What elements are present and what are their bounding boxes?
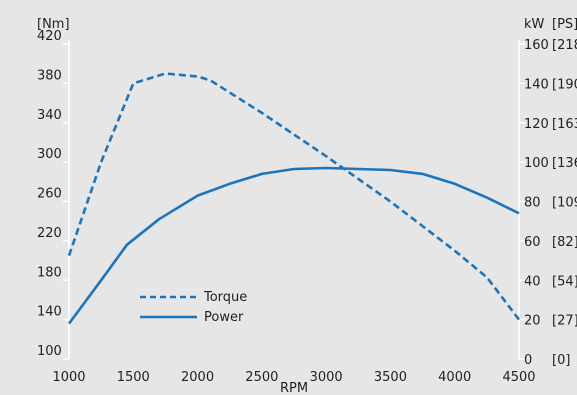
right-axis-unit-ps: [PS]	[552, 17, 577, 32]
legend-torque-label: Torque	[203, 290, 247, 305]
right-ps-tick-label-6: [163]	[552, 117, 577, 132]
left-axis-unit: [Nm]	[37, 17, 70, 32]
right-ps-tick-label-0: [0]	[552, 353, 570, 368]
x-tick-label-4: 3000	[310, 370, 343, 385]
right-kw-tick-label-4: 80	[524, 196, 541, 211]
x-tick-label-3: 2500	[245, 370, 278, 385]
series-line-power	[69, 168, 519, 324]
x-tick-label-0: 1000	[52, 370, 85, 385]
right-ps-tick-label-7: [190]	[552, 77, 577, 92]
left-tick-label-2: 180	[37, 265, 62, 280]
right-ps-tick-label-8: [218]	[552, 38, 577, 53]
x-tick-label-2: 2000	[181, 370, 214, 385]
x-tick-label-6: 4000	[438, 370, 471, 385]
left-tick-label-6: 340	[37, 108, 62, 123]
right-ps-tick-label-1: [27]	[552, 314, 577, 329]
legend: Torque Power	[140, 290, 247, 325]
right-kw-tick-label-6: 120	[524, 117, 549, 132]
right-kw-tick-label-3: 60	[524, 235, 541, 250]
series-line-torque	[69, 74, 519, 320]
right-kw-tick-label-2: 40	[524, 274, 541, 289]
left-tick-label-4: 260	[37, 187, 62, 202]
x-axis-label: RPM	[280, 381, 308, 395]
right-kw-tick-label-7: 140	[524, 77, 549, 92]
x-tick-label-5: 3500	[374, 370, 407, 385]
right-kw-tick-label-8: 160	[524, 38, 549, 53]
right-kw-tick-label-1: 20	[524, 314, 541, 329]
legend-power-label: Power	[204, 310, 244, 325]
right-kw-tick-label-5: 100	[524, 156, 549, 171]
left-tick-label-7: 380	[37, 68, 62, 83]
right-kw-tick-label-0: 0	[524, 353, 532, 368]
x-tick-label-1: 1500	[117, 370, 150, 385]
series-layer	[69, 74, 519, 324]
x-tick-label-7: 4500	[502, 370, 535, 385]
left-tick-label-3: 220	[37, 226, 62, 241]
right-ps-tick-label-3: [82]	[552, 235, 577, 250]
left-tick-label-1: 140	[37, 305, 62, 320]
right-ps-tick-label-5: [136]	[552, 156, 577, 171]
left-tick-label-5: 300	[37, 147, 62, 162]
right-ps-tick-label-2: [54]	[552, 274, 577, 289]
right-axis-unit-kw: kW	[524, 17, 545, 32]
left-tick-label-0: 100	[37, 344, 62, 359]
right-ps-tick-label-4: [109]	[552, 196, 577, 211]
